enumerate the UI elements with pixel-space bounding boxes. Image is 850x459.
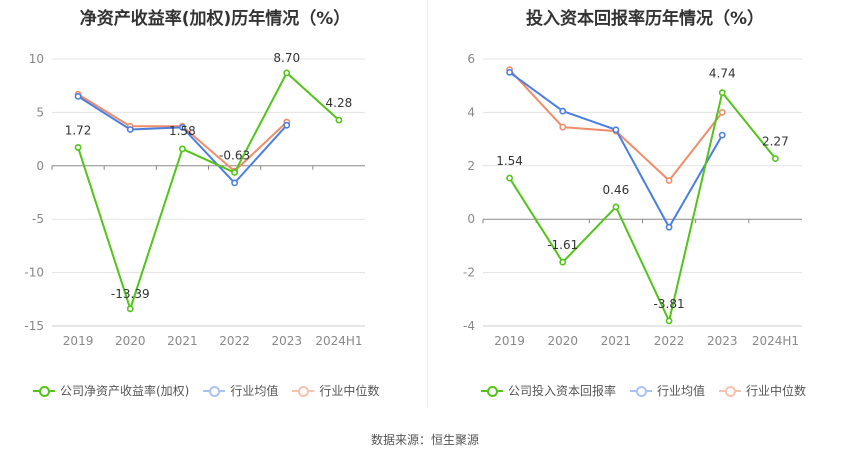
median-series-line <box>508 69 724 182</box>
data-label: 4.28 <box>326 96 353 110</box>
avg-data-point <box>718 131 726 139</box>
x-tick-label: 2019 <box>494 334 525 348</box>
data-label: 0.46 <box>603 183 630 197</box>
chart-title-roe: 净资产收益率(加权)历年情况（%） <box>79 9 351 29</box>
chart-title-roic: 投入资本回报率历年情况（%） <box>525 9 765 29</box>
y-tick-label: 4 <box>467 105 475 119</box>
avg-data-point <box>612 126 620 134</box>
company-data-point <box>335 116 343 124</box>
data-label: 4.74 <box>709 67 736 81</box>
y-tick-label: 6 <box>467 52 475 66</box>
legend-swatch-avg <box>203 385 226 397</box>
company-data-point <box>74 144 82 151</box>
company-data-point <box>179 145 186 153</box>
roe-line-chart: 10 5 0 -5 -10 -15 2019 2020 2021 2022 2023 2024H1 1.… <box>24 51 365 348</box>
x-tick-label: 2024H1 <box>315 334 362 348</box>
y-tick-label: -10 <box>24 266 44 280</box>
company-data-point <box>718 89 726 97</box>
avg-data-point <box>506 68 513 76</box>
legend-item-median-roe[interactable]: 行业中位数 <box>292 382 379 399</box>
legend-roe: 公司净资产收益率(加权) 行业均值 行业中位数 <box>33 382 393 399</box>
company-data-point <box>283 69 291 77</box>
legend-item-company-roe[interactable]: 公司净资产收益率(加权) <box>33 382 189 399</box>
company-data-point <box>506 174 513 182</box>
legend-swatch-avg <box>630 385 653 397</box>
legend-swatch-median <box>292 385 315 397</box>
x-tick-label: 2020 <box>115 334 146 348</box>
company-data-point <box>665 317 673 325</box>
data-label: 1.72 <box>65 123 92 137</box>
legend-item-avg-roe[interactable]: 行业均值 <box>203 382 278 399</box>
legend-roic: 公司投入资本回报率 行业均值 行业中位数 <box>481 382 820 399</box>
median-data-point <box>718 109 726 116</box>
y-tick-label: -5 <box>32 212 44 226</box>
avg-data-point <box>665 223 673 231</box>
avg-data-point <box>559 107 567 115</box>
legend-label: 行业均值 <box>657 384 706 398</box>
x-tick-label: 2023 <box>271 334 302 348</box>
x-tick-label: 2021 <box>601 334 632 348</box>
data-label: -13.39 <box>111 287 150 301</box>
x-tick-label: 2024H1 <box>752 334 799 348</box>
data-label: -1.61 <box>547 238 578 252</box>
x-tick-label: 2020 <box>547 334 578 348</box>
legend-item-avg-roic[interactable]: 行业均值 <box>630 382 705 399</box>
x-tick-label: 2021 <box>167 334 198 348</box>
median-data-point <box>559 123 567 131</box>
legend-label: 行业均值 <box>230 384 279 398</box>
avg-data-point <box>231 179 238 187</box>
y-tick-label: -2 <box>463 266 475 280</box>
avg-data-point <box>126 126 134 133</box>
company-data-point <box>612 203 620 211</box>
data-label: -3.81 <box>654 297 685 311</box>
x-tick-label: 2019 <box>63 334 94 348</box>
legend-swatch-company <box>481 385 503 397</box>
x-tick-label: 2022 <box>654 334 685 348</box>
y-tick-label: 0 <box>467 212 475 226</box>
avg-data-point <box>179 123 186 131</box>
roic-line-chart: 6 4 2 0 -2 -4 2019 2020 2021 2022 2023 2024H1 1.54 -1… <box>463 52 802 348</box>
data-label: 8.70 <box>273 51 300 65</box>
data-label: 1.54 <box>496 154 523 168</box>
data-label: -0.63 <box>219 149 250 163</box>
legend-label: 行业中位数 <box>746 384 807 398</box>
y-tick-label: 0 <box>36 159 44 173</box>
legend-swatch-company <box>33 385 55 397</box>
legend-label: 行业中位数 <box>319 384 380 398</box>
company-data-point <box>231 169 238 176</box>
company-data-point <box>559 258 567 266</box>
legend-label: 公司投入资本回报率 <box>508 384 617 398</box>
y-tick-label: -15 <box>24 319 44 333</box>
company-series-line <box>77 71 340 310</box>
data-label: 2.27 <box>762 135 789 149</box>
legend-swatch-median <box>719 385 742 397</box>
y-tick-label: 10 <box>29 52 44 66</box>
chart-divider <box>427 0 428 408</box>
avg-data-point <box>74 92 82 100</box>
median-data-point <box>665 177 673 184</box>
company-data-point <box>126 305 134 313</box>
y-tick-label: -4 <box>463 319 475 333</box>
legend-label: 公司净资产收益率(加权) <box>60 384 190 398</box>
data-label: 1.58 <box>169 124 196 138</box>
company-series-line <box>508 91 777 322</box>
company-data-point <box>772 155 779 162</box>
avg-data-point <box>283 121 291 129</box>
x-tick-label: 2022 <box>219 334 250 348</box>
y-tick-label: 5 <box>36 105 44 119</box>
x-tick-label: 2023 <box>707 334 738 348</box>
y-tick-label: 2 <box>467 159 475 173</box>
legend-item-company-roic[interactable]: 公司投入资本回报率 <box>481 382 616 399</box>
source-note: 数据来源：恒生聚源 <box>370 433 479 447</box>
legend-item-median-roic[interactable]: 行业中位数 <box>719 382 806 399</box>
